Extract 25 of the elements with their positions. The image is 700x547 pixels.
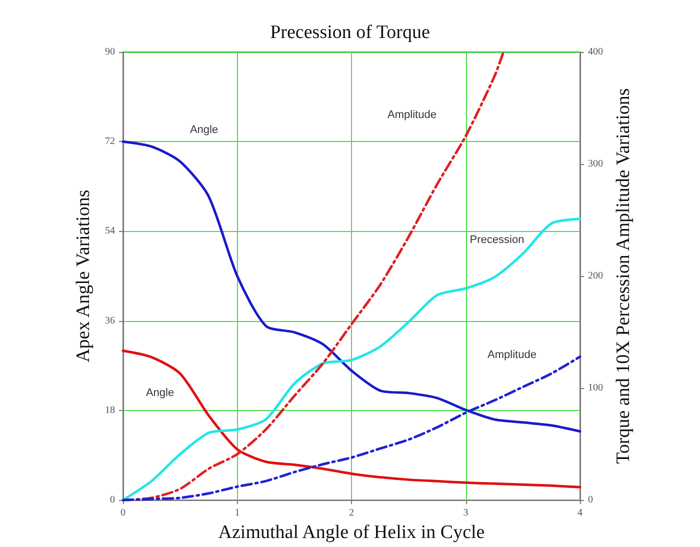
y2-tick-label: 400 <box>588 46 603 58</box>
y-tick-label: 54 <box>105 226 115 237</box>
y-tick-label: 72 <box>105 136 115 148</box>
y-axis-title: Apex Angle Variations <box>73 190 94 362</box>
y2-axis-title: Torque and 10X Percession Amplitude Variations <box>612 88 634 464</box>
x-tick-label: 1 <box>234 508 240 519</box>
x-tick-label: 2 <box>349 508 354 519</box>
annotation: Precession <box>470 234 524 246</box>
annotation: Amplitude <box>488 349 536 361</box>
x-axis-title: Azimuthal Angle of Helix in Cycle <box>218 522 485 543</box>
x-tick-label: 0 <box>120 508 126 519</box>
y2-tick-label: 100 <box>588 382 603 394</box>
annotation: Angle <box>190 124 218 136</box>
y-tick-label: 0 <box>110 494 115 506</box>
y-tick-label: 90 <box>105 46 115 58</box>
y2-tick-label: 300 <box>588 158 603 170</box>
annotation: Angle <box>146 387 174 399</box>
x-tick-label: 4 <box>578 508 582 519</box>
y2-tick-label: 0 <box>588 494 593 506</box>
y-tick-label: 18 <box>105 404 115 416</box>
annotation: Amplitude <box>388 109 436 121</box>
x-tick-label: 3 <box>463 508 468 519</box>
chart-title: Precession of Torque <box>270 22 430 43</box>
y-tick-label: 36 <box>105 315 115 326</box>
y2-tick-label: 200 <box>588 270 603 282</box>
